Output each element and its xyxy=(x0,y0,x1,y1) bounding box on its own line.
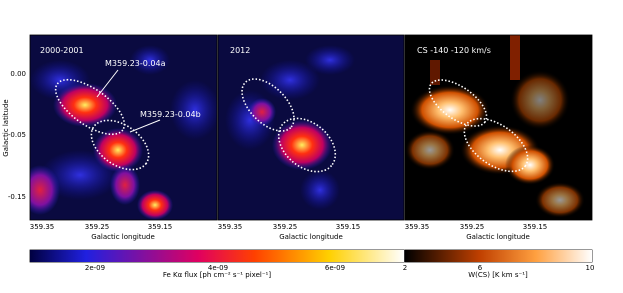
panel-image xyxy=(218,35,404,220)
annotation: M359.23-0.04a xyxy=(105,59,166,68)
x-tick-label: 359.35 xyxy=(405,223,430,231)
panel-label: 2012 xyxy=(230,46,250,55)
colorbar-tick: 4e-09 xyxy=(208,264,228,272)
x-tick-label: 359.25 xyxy=(273,223,298,231)
x-tick-label: 359.15 xyxy=(336,223,361,231)
colorbar xyxy=(30,250,404,262)
colorbar-tick: 2e-09 xyxy=(85,264,105,272)
y-tick-label: 0.00 xyxy=(10,70,26,78)
panel-image xyxy=(405,35,592,220)
x-axes: 359.35 359.25 359.15 Galactic longitude 359.… xyxy=(30,223,548,241)
panel-label: 2000-2001 xyxy=(40,46,84,55)
colorbar-label: Fe Kα flux [ph cm⁻² s⁻¹ pixel⁻¹] xyxy=(163,271,271,279)
x-tick-label: 359.35 xyxy=(30,223,55,231)
x-tick-label: 359.25 xyxy=(85,223,110,231)
x-axis-label: Galactic longitude xyxy=(466,233,530,241)
panel-label: CS -140 -120 km/s xyxy=(417,46,491,55)
y-axis-label: Galactic latitude xyxy=(2,99,10,156)
x-axis-label: Galactic longitude xyxy=(91,233,155,241)
colorbar-tick: 10 xyxy=(586,264,595,272)
y-tick-label: -0.05 xyxy=(8,131,26,139)
x-tick-label: 359.15 xyxy=(523,223,548,231)
colorbar-tick: 6 xyxy=(478,264,483,272)
x-tick-label: 359.35 xyxy=(218,223,243,231)
colorbar xyxy=(405,250,592,262)
x-tick-label: 359.25 xyxy=(460,223,485,231)
y-tick-label: -0.15 xyxy=(8,193,26,201)
x-axis-label: Galactic longitude xyxy=(279,233,343,241)
colorbar-label: W(CS) [K km s⁻¹] xyxy=(468,271,528,279)
colorbar-tick: 6e-09 xyxy=(325,264,345,272)
x-tick-label: 359.15 xyxy=(148,223,173,231)
annotation: M359.23-0.04b xyxy=(140,110,201,119)
colorbar-tick: 2 xyxy=(403,264,407,272)
panel-image xyxy=(30,35,217,220)
